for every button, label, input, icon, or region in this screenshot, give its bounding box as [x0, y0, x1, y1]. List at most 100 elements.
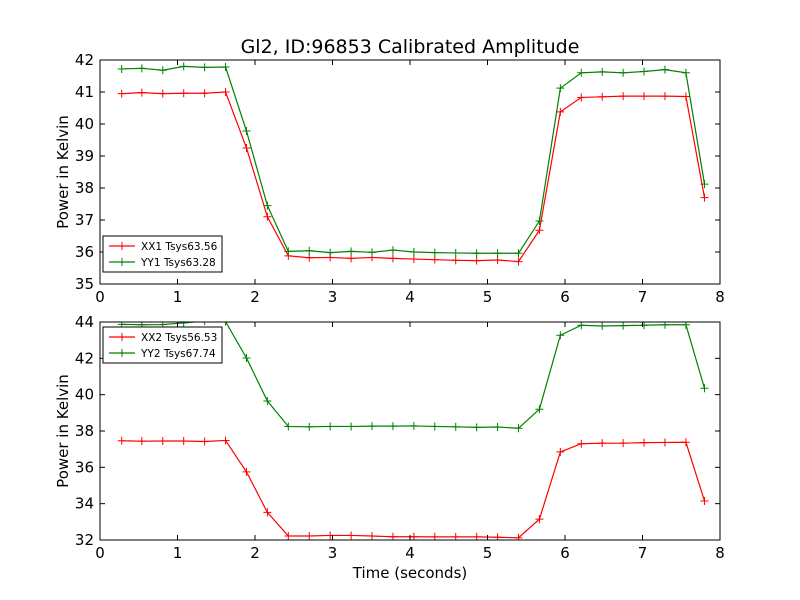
- data-point-marker: [221, 436, 230, 445]
- legend-box: [102, 235, 223, 273]
- x-tick-label: 8: [715, 288, 725, 306]
- legend-marker: [118, 349, 126, 357]
- data-point-marker: [493, 256, 502, 264]
- data-point-marker: [681, 68, 690, 77]
- y-tick-label: 32: [75, 531, 94, 549]
- data-point-marker: [158, 89, 167, 98]
- y-tick-label: 42: [75, 51, 94, 69]
- data-point-marker: [619, 68, 628, 77]
- data-point-marker: [284, 532, 293, 540]
- data-point-marker: [368, 248, 377, 257]
- y-tick-label: 40: [75, 386, 94, 404]
- data-point-marker: [409, 421, 418, 430]
- y-tick-label: 37: [75, 211, 94, 229]
- data-point-marker: [221, 88, 230, 96]
- data-point-marker: [451, 422, 460, 431]
- x-tick-label: 0: [95, 288, 105, 306]
- data-point-marker: [117, 436, 126, 445]
- data-point-marker: [493, 423, 502, 432]
- data-point-marker: [556, 107, 565, 116]
- data-point-marker: [388, 246, 397, 255]
- legend: XX1 Tsys63.56 YY1 Tsys63.28: [102, 235, 223, 273]
- data-point-marker: [204, 322, 206, 326]
- y-axis-label: Power in Kelvin: [54, 115, 72, 229]
- x-tick-label: 5: [483, 288, 493, 306]
- x-tick-label: 7: [638, 544, 648, 562]
- top-panel: 0 1 2 3 4 5 6 7 8 35 36 37 38 39 40 41 42 Power in Kelvin…: [54, 51, 725, 306]
- data-point-marker: [577, 439, 586, 448]
- data-point-marker: [514, 257, 523, 266]
- data-point-marker: [221, 63, 230, 72]
- data-point-marker: [451, 248, 460, 257]
- data-point-marker: [117, 89, 126, 98]
- data-point-marker: [263, 397, 272, 406]
- data-point-marker: [200, 437, 209, 446]
- y-tick-label: 36: [75, 243, 94, 261]
- x-tick-label: 6: [560, 544, 570, 562]
- x-tick-label: 1: [173, 544, 183, 562]
- data-point-marker: [577, 68, 586, 77]
- y-tick-label: 44: [75, 313, 94, 331]
- x-tick-label: 4: [405, 544, 415, 562]
- y-tick-label: 41: [75, 83, 94, 101]
- legend-label: XX1 Tsys63.56: [141, 241, 218, 253]
- data-point-marker: [347, 422, 356, 431]
- data-point-marker: [409, 255, 418, 264]
- data-point-marker: [598, 92, 607, 101]
- data-point-marker: [158, 66, 167, 75]
- data-point-marker: [577, 93, 586, 102]
- data-point-marker: [326, 422, 335, 431]
- x-tick-label: 7: [638, 288, 648, 306]
- data-point-marker: [514, 424, 523, 433]
- data-point-marker: [514, 533, 523, 540]
- data-point-marker: [242, 467, 251, 476]
- data-point-marker: [158, 436, 167, 445]
- data-point-marker: [660, 65, 669, 74]
- legend-marker: [118, 258, 126, 266]
- data-point-marker: [284, 422, 293, 431]
- x-tick-label: 2: [250, 544, 260, 562]
- data-point-marker: [263, 212, 272, 221]
- data-point-marker: [556, 447, 565, 456]
- data-point-marker: [556, 84, 565, 93]
- x-tick-label: 8: [715, 544, 725, 562]
- data-point-marker: [493, 249, 502, 258]
- y-tick-label: 35: [75, 275, 94, 293]
- data-point-marker: [535, 405, 544, 414]
- data-point-marker: [640, 438, 649, 447]
- data-point-marker: [305, 246, 314, 255]
- x-tick-label: 0: [95, 544, 105, 562]
- data-point-marker: [409, 248, 418, 256]
- data-point-marker: [660, 92, 669, 101]
- data-point-marker: [284, 247, 293, 256]
- data-point-marker: [179, 322, 188, 327]
- data-point-marker: [137, 64, 146, 73]
- data-point-marker: [472, 249, 481, 258]
- data-point-marker: [619, 439, 628, 448]
- legend: XX2 Tsys56.53 YY2 Tsys67.74: [102, 326, 223, 364]
- x-tick-label: 3: [328, 544, 338, 562]
- data-point-marker: [263, 508, 272, 517]
- data-point-marker: [137, 88, 146, 97]
- data-point-marker: [388, 532, 397, 540]
- data-point-marker: [200, 89, 209, 98]
- data-point-marker: [430, 255, 439, 264]
- data-point-marker: [598, 322, 607, 330]
- data-point-marker: [556, 331, 565, 340]
- plot-area: [117, 62, 709, 266]
- data-point-marker: [137, 437, 146, 446]
- data-point-marker: [640, 322, 649, 330]
- data-point-marker: [640, 92, 649, 101]
- data-point-marker: [681, 92, 690, 101]
- data-point-marker: [700, 180, 709, 189]
- figure-title: Gl2, ID:96853 Calibrated Amplitude: [241, 36, 580, 58]
- data-point-marker: [681, 438, 690, 447]
- data-point-marker: [535, 216, 544, 225]
- data-point-marker: [347, 531, 356, 540]
- data-point-marker: [430, 422, 439, 431]
- x-tick-label: 2: [250, 288, 260, 306]
- data-point-marker: [660, 438, 669, 447]
- data-point-marker: [535, 515, 544, 524]
